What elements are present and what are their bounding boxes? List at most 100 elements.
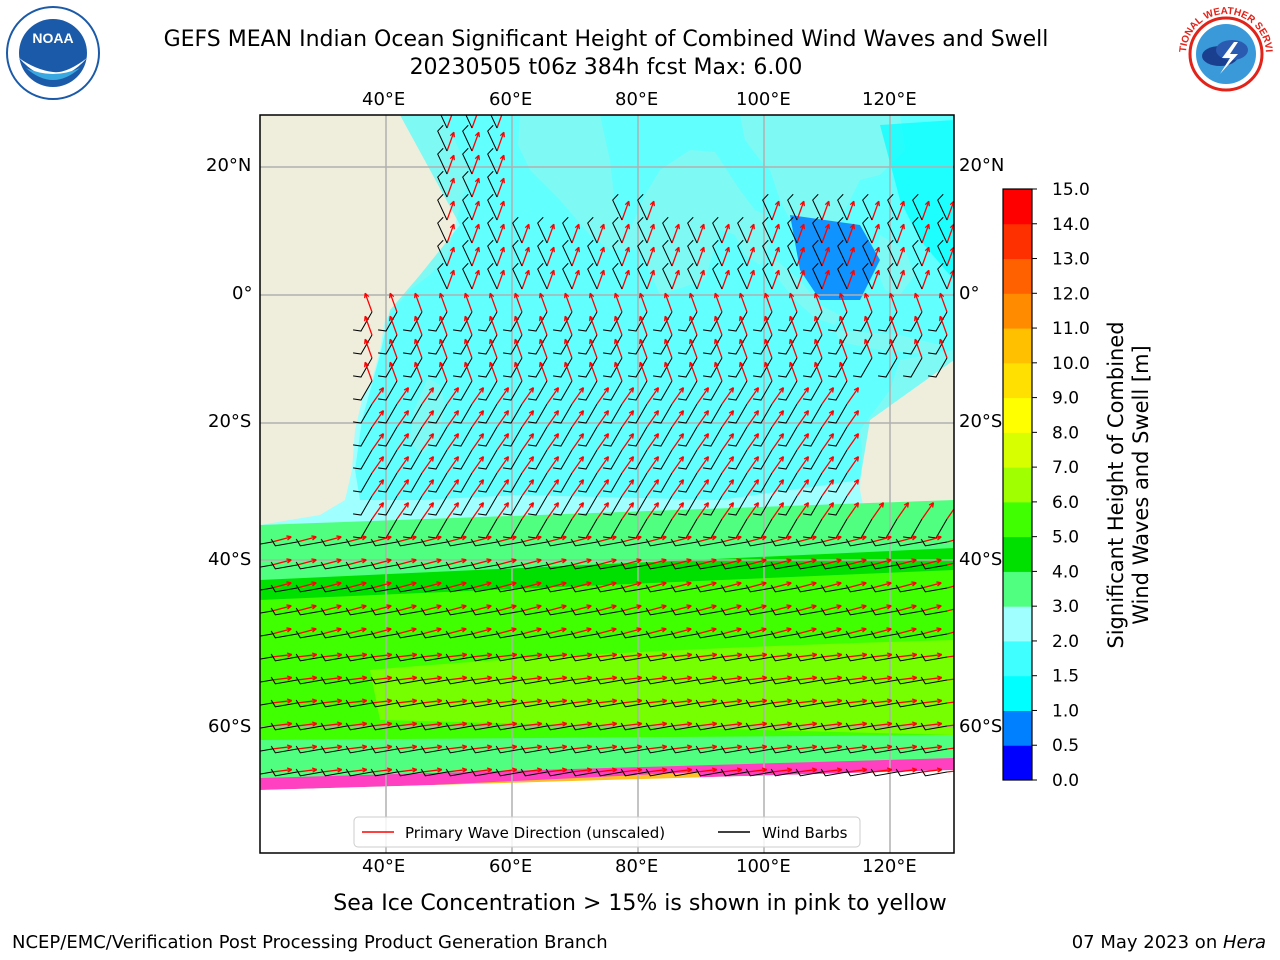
wind-barb bbox=[270, 676, 298, 685]
wind-barb bbox=[745, 699, 773, 708]
wave-direction-arrow bbox=[914, 338, 923, 359]
wave-direction-arrow bbox=[271, 744, 293, 750]
wind-barb bbox=[553, 311, 573, 332]
wave-direction-arrow bbox=[621, 456, 635, 474]
wind-barb bbox=[887, 262, 898, 290]
wind-barb bbox=[695, 584, 723, 593]
wind-barb bbox=[595, 538, 623, 547]
wind-barb bbox=[828, 311, 848, 332]
wave-direction-arrow bbox=[371, 456, 385, 474]
ice-concentration-note: Sea Ice Concentration > 15% is shown in … bbox=[333, 891, 947, 916]
wind-barb bbox=[487, 216, 498, 244]
wind-barb bbox=[528, 495, 548, 516]
wave-direction-arrow bbox=[789, 315, 798, 336]
wind-barb bbox=[870, 768, 898, 777]
wave-direction-arrow bbox=[571, 627, 592, 635]
wave-direction-arrow bbox=[896, 246, 905, 267]
wind-barb bbox=[637, 239, 648, 267]
wave-direction-arrow bbox=[521, 652, 543, 658]
wave-direction-arrow bbox=[421, 721, 443, 727]
wind-barb bbox=[595, 630, 623, 639]
wave-direction-arrow bbox=[546, 652, 568, 658]
wave-direction-arrow bbox=[521, 223, 530, 244]
wave-direction-arrow bbox=[496, 652, 518, 658]
nws-logo: NATIONAL WEATHER SERVICE bbox=[1172, 0, 1276, 104]
wave-direction-arrow bbox=[771, 387, 785, 405]
wind-barb bbox=[503, 426, 523, 447]
wind-barb bbox=[745, 630, 773, 639]
wave-direction-arrow bbox=[596, 698, 618, 704]
wave-direction-arrow bbox=[421, 675, 443, 681]
wind-barb bbox=[345, 561, 373, 570]
wave-direction-arrow bbox=[821, 456, 835, 474]
wave-direction-arrow bbox=[596, 387, 610, 405]
wind-barb bbox=[595, 722, 623, 731]
wind-barb bbox=[520, 561, 548, 570]
wind-barb bbox=[670, 768, 698, 777]
wave-direction-arrow bbox=[646, 581, 667, 589]
wind-barb bbox=[745, 538, 773, 547]
wind-barb bbox=[595, 676, 623, 685]
wind-barb bbox=[578, 311, 598, 332]
wave-direction-arrow bbox=[721, 627, 742, 635]
wave-direction-arrow bbox=[746, 535, 767, 543]
wind-barb bbox=[870, 584, 898, 593]
wind-barb bbox=[678, 495, 698, 516]
wind-barb bbox=[620, 768, 648, 777]
wind-barb bbox=[595, 745, 623, 754]
wave-direction-arrow bbox=[789, 361, 798, 382]
wave-direction-arrow bbox=[496, 200, 505, 221]
wave-direction-arrow bbox=[671, 387, 685, 405]
wave-direction-arrow bbox=[439, 361, 448, 382]
colorbar-segment bbox=[1003, 397, 1032, 433]
wave-direction-arrow bbox=[721, 456, 735, 474]
wave-direction-arrow bbox=[746, 246, 755, 267]
wave-direction-arrow bbox=[296, 698, 318, 704]
wave-direction-arrow bbox=[446, 479, 460, 497]
wind-barb bbox=[903, 334, 923, 355]
wind-barb bbox=[503, 403, 523, 424]
wind-barb bbox=[487, 262, 498, 290]
legend-wind-label: Wind Barbs bbox=[762, 824, 848, 842]
wind-barb bbox=[628, 426, 648, 447]
wind-barb bbox=[745, 676, 773, 685]
colorbar-segment bbox=[1003, 571, 1032, 607]
wind-barb bbox=[895, 630, 923, 639]
wave-direction-arrow bbox=[439, 315, 448, 336]
wind-barb bbox=[370, 630, 398, 639]
wind-barb bbox=[370, 676, 398, 685]
wind-barb bbox=[720, 699, 748, 708]
wind-barb bbox=[678, 426, 698, 447]
wave-direction-arrow bbox=[821, 744, 843, 750]
colorbar-segment bbox=[1003, 258, 1032, 294]
wave-direction-arrow bbox=[796, 433, 810, 451]
wave-direction-arrow bbox=[821, 387, 835, 405]
wave-direction-arrow bbox=[771, 721, 793, 727]
wind-barb bbox=[353, 449, 373, 470]
colorbar-tick-label: 1.5 bbox=[1052, 667, 1079, 687]
wave-direction-arrow bbox=[346, 698, 368, 704]
wave-direction-arrow bbox=[471, 269, 480, 290]
wind-barb bbox=[353, 334, 373, 355]
wind-barb bbox=[695, 699, 723, 708]
wave-direction-arrow bbox=[721, 269, 730, 290]
wind-barb bbox=[795, 676, 823, 685]
wave-direction-arrow bbox=[746, 479, 760, 497]
wave-direction-arrow bbox=[914, 315, 923, 336]
wave-direction-arrow bbox=[396, 558, 417, 566]
wind-barb bbox=[478, 449, 498, 470]
wave-direction-arrow bbox=[796, 269, 805, 290]
wave-direction-arrow bbox=[621, 698, 643, 704]
wind-barb bbox=[270, 561, 298, 570]
wind-barb bbox=[345, 699, 373, 708]
lon-label-bottom-80e: 80°E bbox=[615, 856, 659, 877]
wind-barb bbox=[937, 239, 948, 267]
wind-barb bbox=[603, 380, 623, 401]
wave-direction-arrow bbox=[446, 744, 468, 750]
wind-barb bbox=[870, 745, 898, 754]
wave-direction-arrow bbox=[321, 604, 342, 612]
wave-direction-arrow bbox=[939, 292, 948, 313]
wind-barb bbox=[603, 472, 623, 493]
wave-direction-arrow bbox=[421, 535, 442, 543]
wave-direction-arrow bbox=[471, 558, 492, 566]
